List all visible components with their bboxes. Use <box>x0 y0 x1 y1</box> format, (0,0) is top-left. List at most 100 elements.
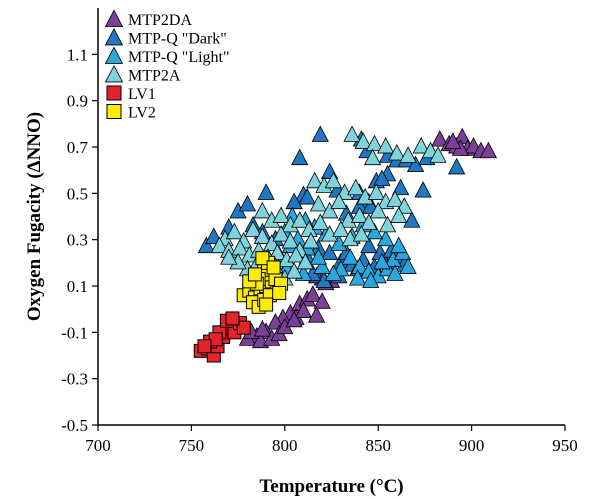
data-point-triangle <box>350 206 369 223</box>
data-point-triangle <box>362 271 380 288</box>
data-point-triangle <box>197 236 216 254</box>
data-point-triangle <box>225 222 244 240</box>
data-point-triangle <box>386 264 404 281</box>
data-point-triangle <box>296 252 315 270</box>
data-point-square <box>197 339 212 354</box>
data-point-triangle <box>360 213 378 230</box>
data-point-triangle <box>347 178 365 196</box>
data-point-triangle <box>341 229 359 247</box>
data-point-triangle <box>285 310 303 328</box>
data-point-triangle <box>363 148 382 166</box>
data-point-square <box>236 320 251 335</box>
data-point-triangle <box>311 125 329 142</box>
legend-swatch <box>106 104 122 119</box>
legend-swatch <box>104 64 124 83</box>
data-point-triangle <box>294 301 313 318</box>
data-point-triangle <box>388 143 406 161</box>
axes: 700 750 800 850 900 950 -0.5 -0.3 -0.1 0.1 0.3 0.5… <box>61 8 578 455</box>
data-point-triangle <box>311 213 329 230</box>
y-tick-label: 0.3 <box>67 231 88 250</box>
data-point-triangle <box>386 190 404 207</box>
data-point-triangle <box>403 211 421 228</box>
data-point-triangle <box>348 269 367 286</box>
data-point-triangle <box>272 225 290 242</box>
data-point-triangle <box>287 245 305 263</box>
data-point-triangle <box>320 201 339 219</box>
data-point-triangle <box>231 238 249 256</box>
data-point-triangle <box>306 171 324 189</box>
data-point-triangle <box>253 320 272 337</box>
data-point-triangle <box>285 192 303 210</box>
x-tick-label: 950 <box>552 436 578 455</box>
y-tick-label: 1.1 <box>67 45 88 64</box>
data-point-triangle <box>429 146 447 163</box>
x-axis-title: Temperature (°C) <box>259 476 403 497</box>
data-point-triangle <box>309 248 328 265</box>
y-tick-label: 0.5 <box>67 184 88 203</box>
data-point-triangle <box>399 257 417 274</box>
data-point-triangle <box>391 178 410 196</box>
data-point-triangle <box>360 236 378 254</box>
data-point-triangle <box>257 183 275 200</box>
data-point-triangle <box>343 125 361 142</box>
data-point-triangle <box>431 130 449 147</box>
data-point-triangle <box>291 211 309 228</box>
data-point-triangle <box>369 201 387 219</box>
legend-label: LV1 <box>128 86 156 103</box>
data-point-triangle <box>373 169 391 186</box>
data-point-triangle <box>390 206 408 223</box>
legend-label: LV2 <box>128 105 156 122</box>
legend-label: MTP-Q "Light" <box>128 49 230 66</box>
data-point-triangle <box>414 181 432 198</box>
x-tick-label: 750 <box>179 436 205 455</box>
data-point-triangle <box>220 248 238 265</box>
data-point-triangle <box>324 171 343 189</box>
y-tick-label: 0.1 <box>67 277 88 296</box>
legend-label: MTP-Q "Dark" <box>128 31 227 48</box>
data-point-triangle <box>447 157 466 175</box>
data-point-triangle <box>285 262 303 279</box>
data-point-triangle <box>320 243 339 261</box>
data-point-square <box>259 297 274 312</box>
y-ticks: -0.5 -0.3 -0.1 0.1 0.3 0.5 0.7 0.9 1.1 <box>61 45 98 435</box>
data-point-triangle <box>356 187 374 205</box>
data-point-triangle <box>302 232 320 249</box>
y-tick-label: -0.3 <box>61 370 88 389</box>
data-point-triangle <box>304 285 322 302</box>
data-point-triangle <box>378 215 397 233</box>
data-point-square <box>247 267 262 282</box>
y-tick-label: -0.1 <box>61 323 88 342</box>
series-4 <box>193 311 251 363</box>
data-point-triangle <box>313 257 331 274</box>
data-point-triangle <box>320 225 339 242</box>
data-point-square <box>266 260 281 275</box>
y-tick-label: 0.7 <box>67 138 89 157</box>
data-point-triangle <box>365 134 384 152</box>
x-tick-label: 700 <box>85 436 111 455</box>
data-point-triangle <box>298 187 316 205</box>
data-point-triangle <box>210 236 229 254</box>
data-point-triangle <box>253 201 272 219</box>
legend-label: MTP2DA <box>128 12 192 29</box>
data-point-triangle <box>399 146 417 163</box>
x-tick-label: 850 <box>365 436 391 455</box>
data-point-triangle <box>244 220 262 237</box>
series-5 <box>236 251 289 314</box>
legend-swatch <box>104 46 124 64</box>
y-tick-label: 0.9 <box>67 92 88 111</box>
data-point-triangle <box>291 148 309 166</box>
data-point-triangle <box>309 194 328 212</box>
data-point-triangle <box>341 248 359 265</box>
data-point-triangle <box>412 137 430 154</box>
data-point-triangle <box>330 192 348 210</box>
data-point-triangle <box>339 211 357 228</box>
y-tick-label: -0.5 <box>61 416 88 435</box>
data-point-triangle <box>330 234 348 251</box>
legend-swatch <box>104 27 124 46</box>
data-point-triangle <box>354 132 372 149</box>
data-point-triangle <box>313 292 331 309</box>
data-point-triangle <box>444 132 462 149</box>
data-point-triangle <box>332 220 350 237</box>
